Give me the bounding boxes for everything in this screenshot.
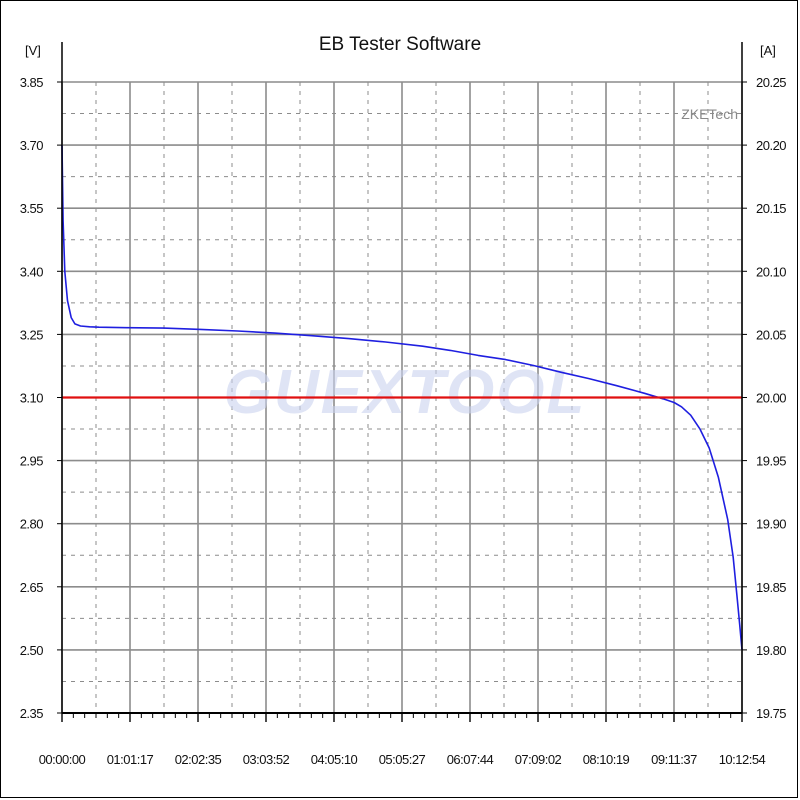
left-tick-label: 3.55 <box>20 201 44 216</box>
chart-title: EB Tester Software <box>319 34 481 55</box>
left-axis-ticks: 3.85 3.70 3.55 3.40 3.25 3.10 2.95 2.80 2.65 2.50… <box>20 75 44 721</box>
voltage-series-line <box>61 145 743 650</box>
right-tick-label: 20.20 <box>756 138 786 153</box>
left-tick-label: 2.50 <box>20 643 44 658</box>
left-tick-label: 3.85 <box>20 75 44 90</box>
right-tick-label: 20.25 <box>756 75 786 90</box>
x-tick-label: 00:00:00 <box>39 752 86 767</box>
series-layer <box>61 145 743 650</box>
brand-label: ZKETech <box>681 106 738 122</box>
left-axis-unit: [V] <box>25 43 41 58</box>
right-tick-label: 20.05 <box>756 327 786 342</box>
right-tick-label: 20.10 <box>756 264 786 279</box>
axes <box>57 42 747 722</box>
watermark: GUEXTOOL <box>224 358 587 427</box>
right-tick-label: 19.80 <box>756 643 786 658</box>
x-tick-label: 09:11:37 <box>651 752 697 767</box>
right-tick-label: 19.95 <box>756 454 786 469</box>
left-tick-label: 3.70 <box>20 138 44 153</box>
right-tick-label: 19.90 <box>756 517 786 532</box>
left-tick-label: 2.35 <box>20 706 44 721</box>
x-tick-label: 01:01:17 <box>107 752 154 767</box>
left-tick-label: 2.95 <box>20 454 44 469</box>
x-tick-label: 05:05:27 <box>379 752 426 767</box>
right-axis-unit: [A] <box>760 43 776 58</box>
x-tick-label: 06:07:44 <box>447 752 494 767</box>
right-tick-label: 19.75 <box>756 706 786 721</box>
x-tick-label: 07:09:02 <box>515 752 562 767</box>
x-tick-label: 10:12:54 <box>719 752 766 767</box>
x-tick-label: 04:05:10 <box>311 752 358 767</box>
left-tick-label: 3.10 <box>20 391 44 406</box>
x-axis-ticks: 00:00:00 01:01:17 02:02:35 03:03:52 04:05:10… <box>39 752 766 767</box>
x-tick-label: 02:02:35 <box>175 752 222 767</box>
right-axis-ticks: 20.25 20.20 20.15 20.10 20.05 20.00 19.95 19.90… <box>756 75 787 721</box>
left-tick-label: 3.40 <box>20 264 44 279</box>
x-tick-label: 08:10:19 <box>583 752 630 767</box>
right-tick-label: 20.15 <box>756 201 786 216</box>
left-tick-label: 3.25 <box>20 327 44 342</box>
right-tick-label: 19.85 <box>756 580 786 595</box>
left-tick-label: 2.65 <box>20 580 44 595</box>
right-tick-label: 20.00 <box>756 391 786 406</box>
left-tick-label: 2.80 <box>20 517 44 532</box>
x-tick-label: 03:03:52 <box>243 752 290 767</box>
